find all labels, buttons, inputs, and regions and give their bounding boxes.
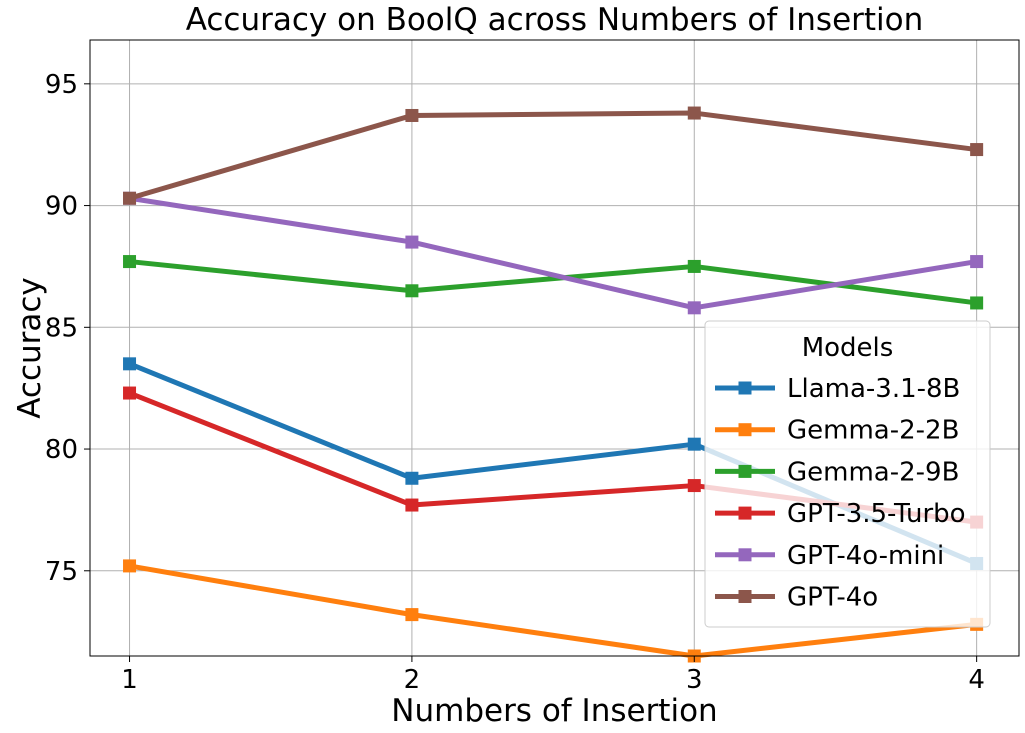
legend-label: Gemma-2-2B — [787, 416, 959, 446]
data-point — [687, 479, 701, 493]
legend-marker — [738, 381, 752, 395]
legend-entry: Llama-3.1-8B — [715, 374, 960, 404]
legend-marker — [738, 506, 752, 520]
plot-frame — [89, 39, 1020, 657]
y-tick-label: 85 — [45, 313, 78, 343]
data-point — [123, 559, 137, 573]
data-point — [123, 357, 137, 371]
legend-label: GPT-3.5-Turbo — [787, 499, 966, 529]
legend-entry: GPT-4o-mini — [715, 541, 944, 571]
data-point — [405, 471, 419, 485]
x-tick-label: 2 — [404, 665, 421, 695]
data-point — [687, 106, 701, 120]
data-point — [687, 259, 701, 273]
data-point — [405, 108, 419, 122]
series-gpt-4o-mini — [123, 191, 984, 315]
legend: Models Llama-3.1-8B Gemma-2-2B Gemma-2-9B G… — [704, 320, 991, 628]
data-point — [405, 235, 419, 249]
data-point — [123, 191, 137, 205]
y-tick-label: 75 — [45, 557, 78, 587]
legend-entry: GPT-3.5-Turbo — [715, 499, 966, 529]
data-point — [123, 386, 137, 400]
grid — [90, 40, 1019, 656]
legend-label: Llama-3.1-8B — [787, 374, 960, 404]
legend-title: Models — [802, 333, 894, 363]
y-tick-label: 90 — [45, 192, 78, 222]
data-point — [687, 437, 701, 451]
series-line — [129, 195, 978, 311]
legend-marker — [738, 590, 752, 603]
data-point — [123, 255, 137, 269]
series-gpt-4o — [123, 106, 984, 205]
data-point — [970, 255, 984, 269]
legend-marker — [738, 548, 752, 562]
x-tick-label: 1 — [121, 665, 138, 695]
series-line — [128, 110, 977, 201]
ticks: 1 2 3 4 75 80 85 90 95 — [45, 70, 985, 695]
data-point — [405, 498, 419, 512]
data-point — [405, 284, 419, 298]
legend-label: Gemma-2-9B — [787, 457, 959, 487]
legend-label: GPT-4o-mini — [787, 541, 944, 571]
legend-label: GPT-4o — [787, 583, 878, 613]
y-tick-label: 95 — [45, 70, 78, 100]
legend-entry: GPT-4o — [715, 583, 878, 613]
legend-entry: Gemma-2-9B — [715, 457, 959, 487]
series-line — [129, 563, 977, 659]
y-tick-label: 80 — [45, 435, 78, 465]
x-tick-label: 4 — [968, 665, 985, 695]
x-axis-label: Numbers of Insertion — [391, 693, 717, 728]
y-axis-label: Accuracy — [12, 277, 48, 419]
data-point — [970, 143, 984, 157]
legend-entry: Gemma-2-2B — [715, 416, 959, 446]
legend-box — [704, 320, 991, 628]
legend-marker — [738, 464, 752, 478]
chart-title: Accuracy on BoolQ across Numbers of Inse… — [186, 2, 924, 38]
legend-marker — [738, 423, 752, 437]
x-tick-label: 3 — [686, 665, 703, 695]
data-point — [970, 296, 984, 310]
data-point — [405, 608, 419, 622]
data-point — [687, 301, 701, 315]
